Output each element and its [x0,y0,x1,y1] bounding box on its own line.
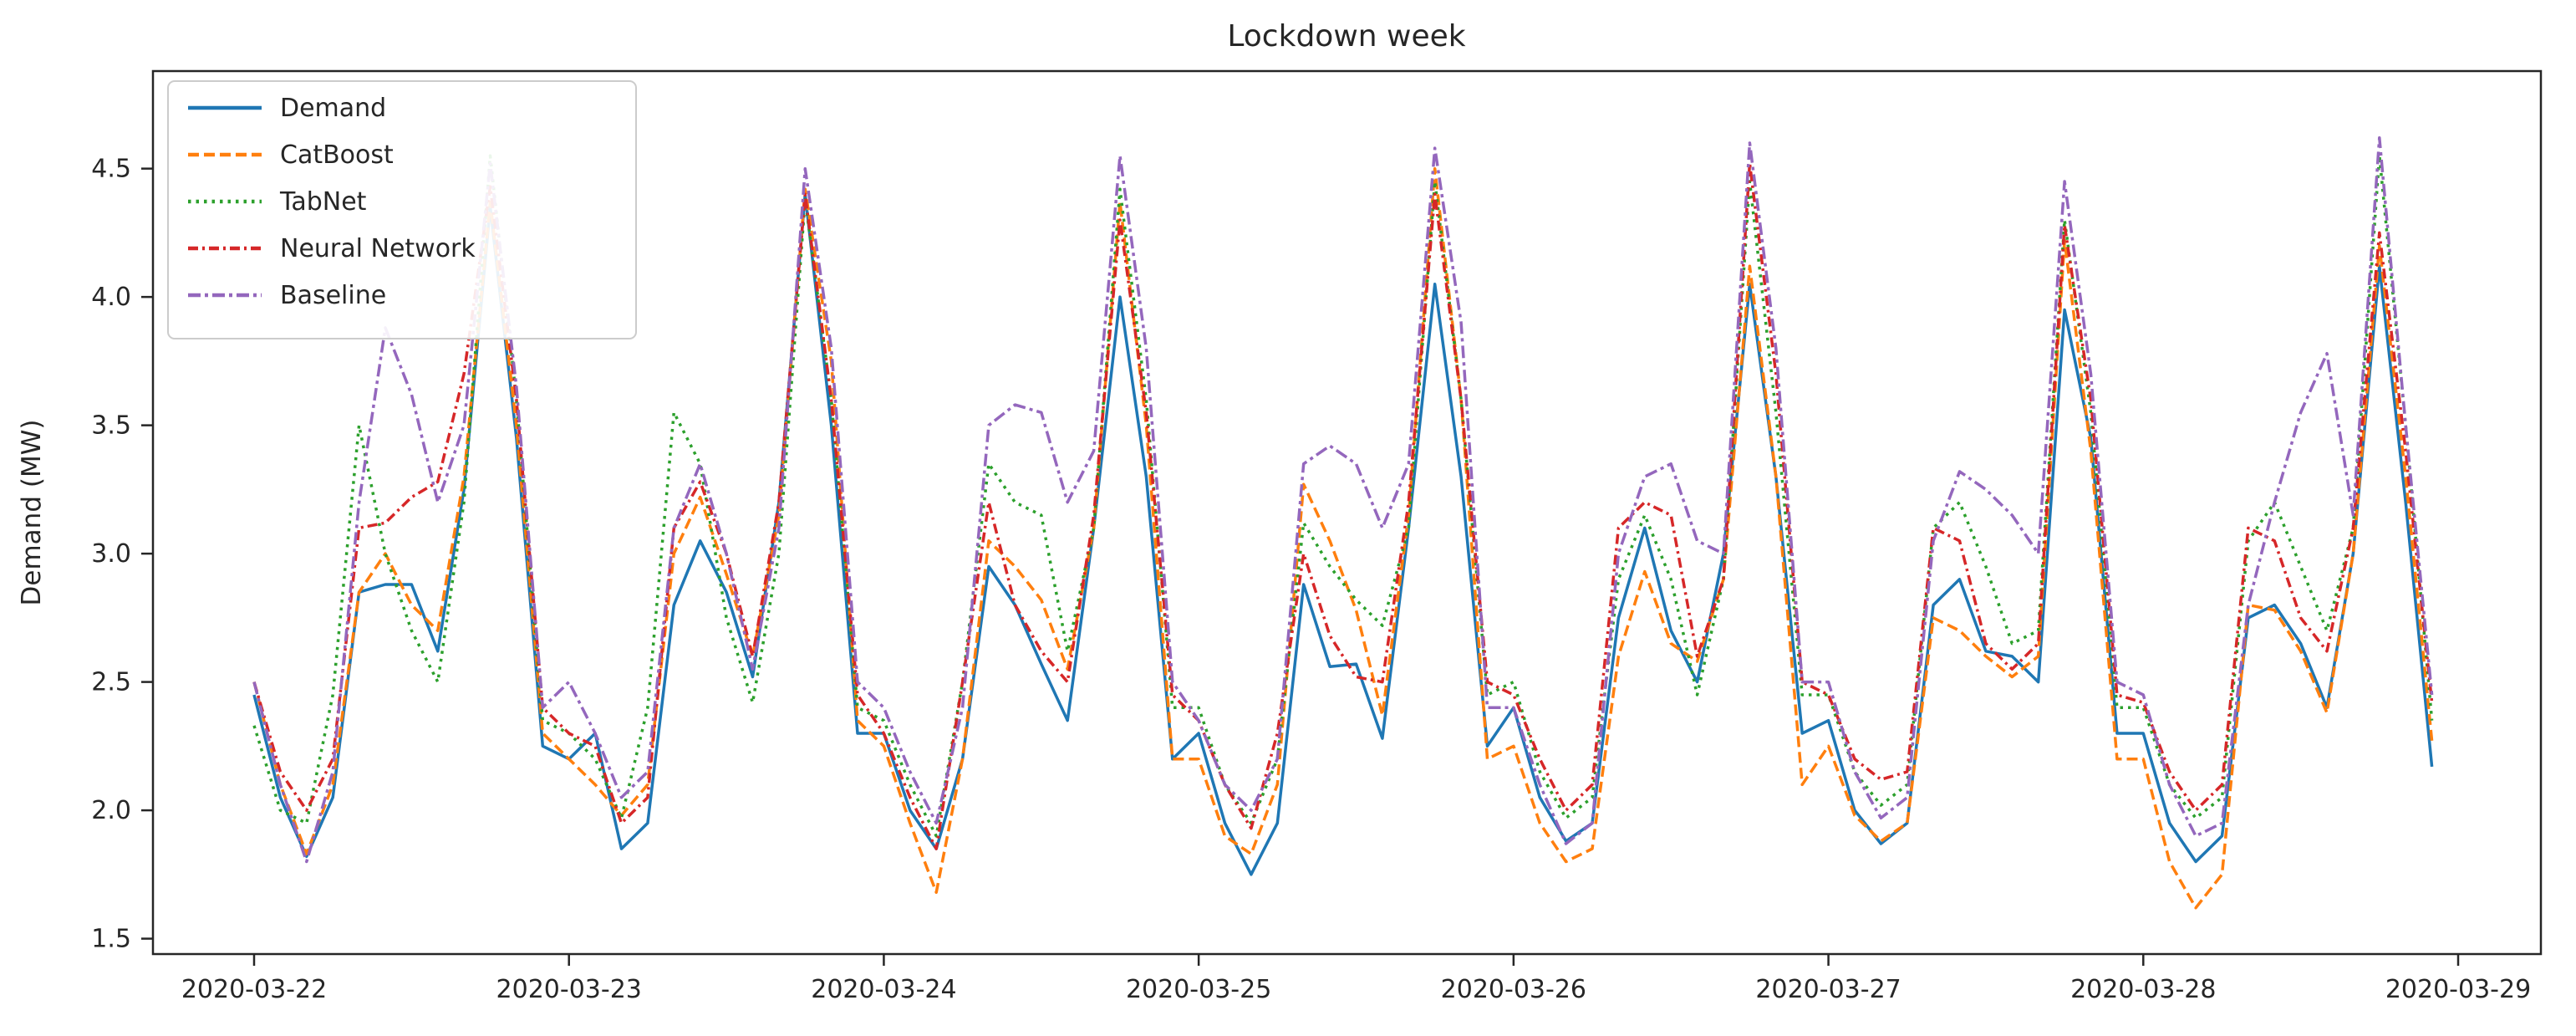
x-tick-label: 2020-03-28 [2070,975,2216,1004]
y-tick-label: 1.5 [91,925,131,954]
y-tick-label: 4.5 [91,155,131,184]
axis-frame [151,69,2543,956]
y-tick-label: 3.5 [91,411,131,441]
x-tick-label: 2020-03-27 [1755,975,1901,1004]
x-tick-label: 2020-03-23 [496,975,642,1004]
legend-label-neural-network: Neural Network [280,234,476,263]
legend-label-demand: Demand [280,94,386,123]
x-tick-label: 2020-03-25 [1126,975,1271,1004]
legend: Demand CatBoost TabNet Neural Network Baseli… [167,80,637,339]
y-tick-label: 4.0 [91,283,131,312]
y-tick-label: 2.5 [91,668,131,697]
series-line-demand [252,192,2434,876]
y-tick-label: 3.0 [91,539,131,569]
y-axis-label: Demand (MW) [17,420,47,606]
series-line-baseline [252,136,2434,864]
legend-box [167,80,637,339]
x-tick-label: 2020-03-24 [811,975,956,1004]
y-tick-label: 2.0 [91,796,131,825]
x-tick-label: 2020-03-26 [1441,975,1586,1004]
legend-label-tabnet: TabNet [279,187,367,217]
x-tick-label: 2020-03-22 [181,975,327,1004]
series-line-catboost [252,166,2434,910]
legend-label-catboost: CatBoost [280,140,394,170]
legend-label-baseline: Baseline [280,281,386,310]
series-line-neural-network [252,161,2434,850]
x-tick-label: 2020-03-29 [2385,975,2531,1004]
chart-title: Lockdown week [1227,19,1465,54]
plot-area: 1.5 2.0 2.5 3.0 3.5 4.0 4.5 2020-03-22 2020-03-2… [91,69,2543,1004]
